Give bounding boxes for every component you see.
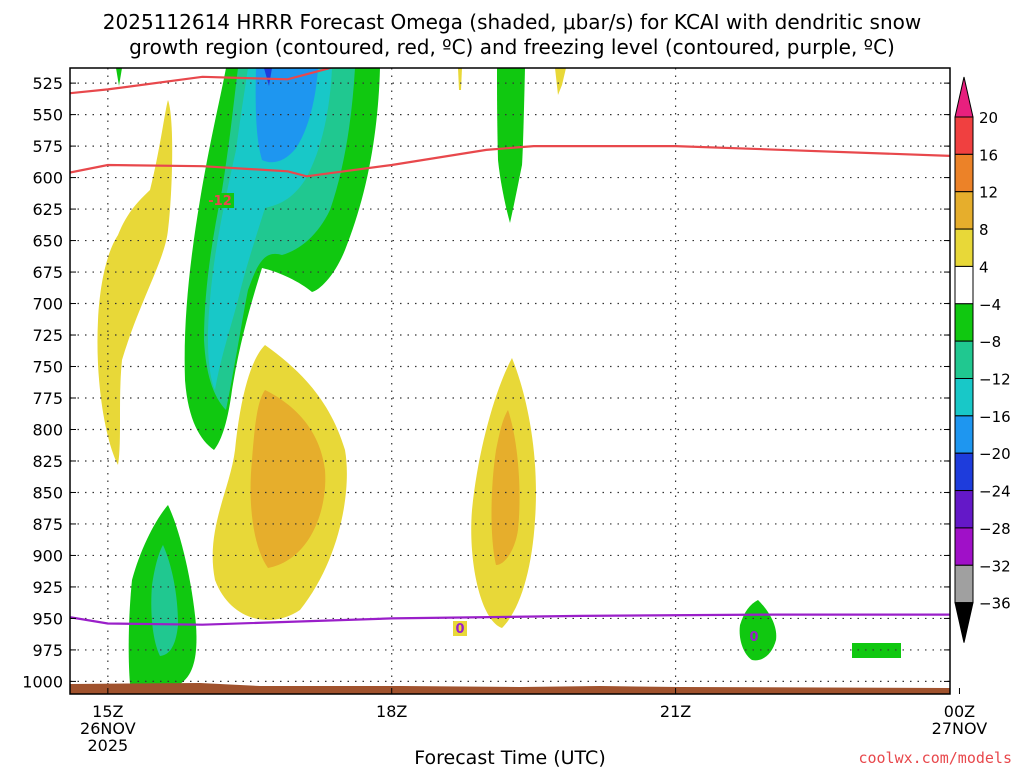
contour-label-bg bbox=[747, 629, 761, 644]
y-tick-label: 600 bbox=[32, 169, 63, 188]
y-tick-label: 525 bbox=[32, 74, 63, 93]
omega-region-negative-moderate bbox=[151, 545, 178, 656]
colorbar-label: 16 bbox=[979, 146, 998, 164]
colorbar: 20 16 12 8 4 −4 −8 −12 −16 −20 −24 −28 −32 −36 bbox=[954, 76, 1011, 643]
colorbar-label: −16 bbox=[979, 408, 1011, 426]
y-tick-label: 550 bbox=[32, 106, 63, 125]
colorbar-band bbox=[954, 116, 974, 155]
freezing-level-contour bbox=[70, 613, 950, 626]
colorbar-label: −28 bbox=[979, 520, 1011, 538]
omega-region-positive bbox=[97, 100, 173, 465]
colorbar-band bbox=[954, 191, 974, 230]
colorbar-bottom-arrow bbox=[954, 602, 974, 643]
x-tick-label: 21Z bbox=[660, 702, 691, 721]
colorbar-label: −8 bbox=[979, 333, 1001, 351]
x-tick-label: 00Z bbox=[944, 702, 975, 721]
red-contour-line bbox=[70, 68, 335, 95]
y-tick-label: 575 bbox=[32, 137, 63, 156]
omega-region-negative-very-strong bbox=[255, 68, 318, 163]
colorbar-label: 12 bbox=[979, 184, 998, 202]
colorbar-band bbox=[954, 228, 974, 267]
colorbar-label: 20 bbox=[979, 109, 998, 127]
colorbar-band bbox=[954, 452, 974, 492]
y-tick-label: 675 bbox=[32, 263, 63, 282]
y-tick-label: 775 bbox=[32, 389, 63, 408]
y-tick-label: 950 bbox=[32, 609, 63, 628]
plot-border bbox=[69, 67, 951, 695]
colorbar-label: −4 bbox=[979, 296, 1001, 314]
colorbar-band bbox=[954, 527, 974, 566]
omega-region-negative-strong bbox=[207, 68, 332, 390]
y-tick-label: 850 bbox=[32, 483, 63, 502]
colorbar-band bbox=[954, 153, 974, 193]
colorbar-label: −32 bbox=[979, 557, 1011, 575]
x-axis-label: Forecast Time (UTC) bbox=[414, 747, 605, 768]
y-tick-label: 725 bbox=[32, 326, 63, 345]
colorbar-band bbox=[954, 303, 974, 342]
plot-area: -12 0 0 bbox=[70, 68, 950, 694]
colorbar-label: −12 bbox=[979, 370, 1011, 388]
freezing-level-line bbox=[70, 613, 950, 626]
colorbar-label: 4 bbox=[979, 258, 989, 276]
y-tick-label: 650 bbox=[32, 232, 63, 251]
colorbar-band bbox=[954, 415, 974, 454]
y-tick-label: 625 bbox=[32, 200, 63, 219]
omega-region-positive-strong bbox=[491, 410, 520, 565]
omega-region-positive bbox=[458, 68, 462, 90]
omega-region-negative bbox=[852, 643, 901, 658]
colorbar-band bbox=[954, 490, 974, 529]
red-contour-line bbox=[70, 145, 950, 178]
colorbar-band bbox=[954, 564, 974, 604]
y-tick-label: 700 bbox=[32, 295, 63, 314]
colorbar-label: −36 bbox=[979, 595, 1011, 613]
omega-region-negative bbox=[116, 68, 122, 86]
omega-region-negative bbox=[497, 68, 525, 223]
omega-region-positive-strong bbox=[250, 390, 326, 568]
contour-label-purple: 0 bbox=[455, 622, 464, 637]
chart-title-line1: 2025112614 HRRR Forecast Omega (shaded, … bbox=[103, 10, 921, 34]
x-tick-date: 26NOV bbox=[80, 719, 136, 738]
colorbar-band bbox=[954, 377, 974, 417]
x-axis-ticks: 15Z26NOV202518Z21Z00Z27NOV03Z06Z bbox=[80, 688, 988, 755]
colorbar-band bbox=[954, 265, 974, 305]
y-tick-label: 875 bbox=[32, 515, 63, 534]
y-tick-label: 800 bbox=[32, 420, 63, 439]
dendritic-growth-contours bbox=[70, 68, 950, 178]
omega-region-positive bbox=[555, 68, 566, 95]
y-tick-label: 975 bbox=[32, 641, 63, 660]
y-tick-label: 750 bbox=[32, 358, 63, 377]
colorbar-band bbox=[954, 340, 974, 379]
x-tick-year: 2025 bbox=[87, 736, 128, 755]
colorbar-label: −20 bbox=[979, 445, 1011, 463]
contour-label-bg bbox=[453, 621, 467, 636]
chart-title-line2: growth region (contoured, red, ºC) and f… bbox=[129, 35, 895, 59]
contour-label-red: -12 bbox=[208, 194, 232, 209]
credit-text: coolwx.com/models bbox=[858, 749, 1012, 767]
x-tick-date: 27NOV bbox=[932, 719, 988, 738]
x-tick-label: 15Z bbox=[92, 702, 123, 721]
y-tick-label: 900 bbox=[32, 546, 63, 565]
y-tick-label: 825 bbox=[32, 452, 63, 471]
colorbar-top-arrow bbox=[954, 76, 974, 118]
contour-label-purple: 0 bbox=[749, 630, 758, 645]
colorbar-label: −24 bbox=[979, 483, 1011, 501]
y-axis-ticks: 525 550 575 600 625 650 675 700 725 750 775 800 825 8… bbox=[22, 74, 950, 691]
omega-region-negative-extreme bbox=[264, 68, 272, 86]
omega-shading bbox=[97, 68, 901, 684]
contour-label-bg bbox=[204, 193, 234, 208]
ground-terrain bbox=[70, 683, 950, 694]
x-tick-label: 18Z bbox=[376, 702, 407, 721]
y-tick-label: 925 bbox=[32, 578, 63, 597]
y-tick-label: 1000 bbox=[22, 672, 63, 691]
colorbar-label: 8 bbox=[979, 221, 989, 239]
